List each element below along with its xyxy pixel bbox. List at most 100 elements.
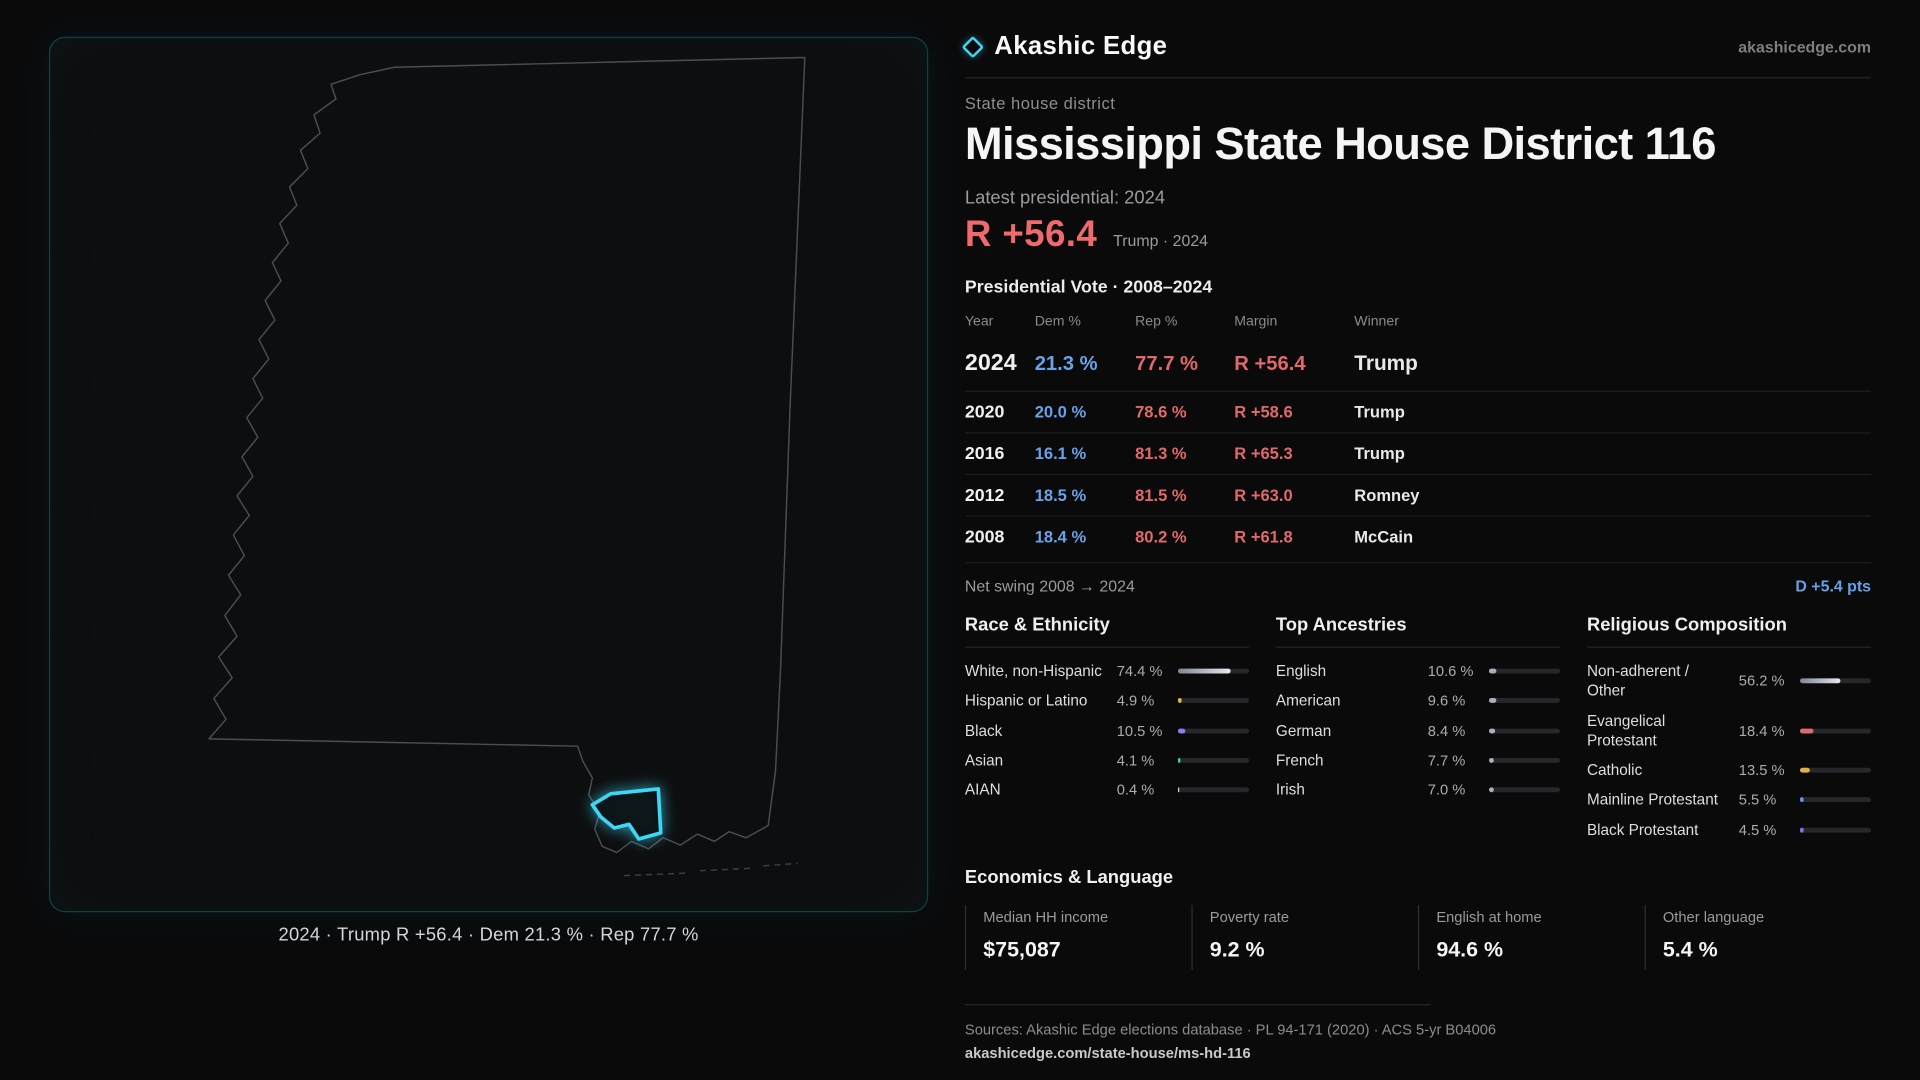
demo-label: Mainline Protestant	[1586, 791, 1718, 809]
demo-bar	[1488, 728, 1561, 734]
table-row: 2016 16.1 % 81.3 % R +65.3 Trump	[964, 432, 1872, 474]
cell-year: 2024	[964, 350, 1017, 376]
cell-margin: R +56.4	[1234, 352, 1306, 375]
demo-value: 10.5 %	[1116, 721, 1163, 740]
demo-row: AIAN 0.4 %	[965, 775, 1249, 805]
demo-label: White, non-Hispanic	[964, 662, 1102, 680]
cell-winner: Trump	[1354, 444, 1405, 463]
cell-year: 2016	[964, 443, 1005, 464]
stat-value: 9.2 %	[1209, 936, 1265, 961]
demo-row: American 9.6 %	[1276, 686, 1561, 716]
demo-value: 18.4 %	[1738, 722, 1785, 740]
vote-table-header: Year Dem % Rep % Margin Winner	[965, 307, 1871, 336]
demo-label: Evangelical Protestant	[1586, 712, 1666, 750]
table-row: 2020 20.0 % 78.6 % R +58.6 Trump	[964, 390, 1872, 433]
race-ethnicity-column: Race & Ethnicity White, non-Hispanic 74.…	[964, 615, 1249, 845]
table-row: 2024 21.3 % 77.7 % R +56.4 Trump	[965, 337, 1871, 391]
stat-label: English at home	[1436, 908, 1542, 926]
state-map	[208, 56, 806, 877]
map-panel	[48, 36, 929, 913]
demo-label: Black	[964, 721, 1003, 739]
cell-dem: 18.5 %	[1034, 486, 1087, 505]
cell-margin: R +61.8	[1234, 527, 1293, 547]
brand-name: Akashic Edge	[994, 31, 1168, 61]
demo-value: 4.1 %	[1116, 751, 1155, 769]
stat-english-home: English at home 94.6 %	[1417, 904, 1645, 970]
demo-value: 0.4 %	[1116, 781, 1155, 799]
demo-value: 9.6 %	[1427, 692, 1466, 710]
demo-label: Asian	[964, 751, 1004, 769]
demo-row: French 7.7 %	[1275, 745, 1561, 775]
religion-column: Religious Composition Non-adherent / Oth…	[1586, 615, 1872, 845]
brand-domain-link[interactable]: akashicedge.com	[1738, 37, 1872, 56]
page-title: Mississippi State House District 116	[964, 118, 1717, 169]
stat-label: Other language	[1662, 908, 1765, 926]
column-title: Top Ancestries	[1275, 615, 1561, 648]
col-header-margin: Margin	[1234, 314, 1278, 330]
demo-value: 10.6 %	[1427, 662, 1474, 680]
cell-margin: R +65.3	[1234, 444, 1293, 463]
permalink[interactable]: akashicedge.com/state-house/ms-hd-116	[964, 1044, 1251, 1062]
ancestries-column: Top Ancestries English 10.6 % American 9…	[1275, 615, 1561, 845]
stat-value: 5.4 %	[1662, 936, 1718, 961]
cell-dem: 21.3 %	[1034, 352, 1098, 375]
map-caption: 2024 · Trump R +56.4 · Dem 21.3 % · Rep …	[278, 924, 699, 946]
demo-value: 8.4 %	[1427, 721, 1466, 740]
net-swing-label: Net swing 2008 → 2024	[964, 576, 1135, 596]
demo-value: 13.5 %	[1738, 761, 1785, 779]
district-highlight	[590, 787, 663, 841]
mississippi-outline	[208, 56, 806, 854]
demo-label: Black Protestant	[1586, 821, 1699, 839]
demo-label: Irish	[1275, 781, 1305, 799]
stat-label: Median HH income	[983, 908, 1109, 926]
demo-row: Evangelical Protestant 18.4 %	[1586, 706, 1872, 756]
sources-text: Sources: Akashic Edge elections database…	[964, 1020, 1497, 1039]
demo-bar	[1177, 668, 1249, 674]
coastal-islands	[624, 862, 798, 877]
demo-label: AIAN	[964, 781, 1001, 799]
headline-margin-context: Trump · 2024	[1113, 231, 1209, 250]
stat-label: Poverty rate	[1209, 908, 1290, 926]
demo-label: German	[1275, 721, 1332, 739]
cell-margin: R +63.0	[1234, 486, 1293, 505]
demo-row: English 10.6 %	[1276, 656, 1561, 686]
demo-value: 4.5 %	[1738, 821, 1777, 839]
col-header-rep: Rep %	[1135, 314, 1178, 330]
demo-bar	[1177, 787, 1249, 793]
cell-year: 2012	[964, 485, 1005, 506]
eyebrow-label: State house district	[964, 94, 1116, 113]
demo-bar	[1177, 728, 1249, 734]
cell-rep: 77.7 %	[1135, 352, 1199, 375]
demo-label: French	[1275, 751, 1324, 769]
demo-bar	[1800, 797, 1872, 803]
demo-row: Asian 4.1 %	[965, 745, 1249, 775]
cell-dem: 16.1 %	[1034, 444, 1087, 463]
demo-bar	[1177, 757, 1249, 763]
cell-rep: 81.5 %	[1135, 486, 1187, 505]
cell-dem: 20.0 %	[1034, 402, 1087, 422]
demo-row: Irish 7.0 %	[1275, 775, 1561, 805]
demo-value: 7.0 %	[1427, 781, 1466, 799]
demo-row: Catholic 13.5 %	[1587, 756, 1872, 786]
vote-table-title: Presidential Vote · 2008–2024	[964, 277, 1213, 298]
col-header-winner: Winner	[1354, 314, 1399, 330]
demo-row: Non-adherent / Other 56.2 %	[1587, 656, 1872, 706]
demo-bar	[1800, 728, 1872, 734]
demo-row: White, non-Hispanic 74.4 %	[965, 656, 1249, 686]
demo-row: Black Protestant 4.5 %	[1586, 815, 1872, 845]
stat-other-language: Other language 5.4 %	[1644, 904, 1871, 970]
demo-value: 56.2 %	[1738, 672, 1785, 690]
demo-bar	[1488, 668, 1561, 674]
economics-stats: Median HH income $75,087 Poverty rate 9.…	[964, 904, 1871, 970]
demo-bar	[1177, 698, 1249, 704]
demo-value: 74.4 %	[1116, 662, 1163, 680]
demo-bar	[1488, 787, 1561, 793]
demo-bar	[1800, 827, 1872, 833]
stat-median-income: Median HH income $75,087	[964, 904, 1192, 970]
demo-bar	[1800, 678, 1872, 684]
latest-presidential-label: Latest presidential: 2024	[964, 187, 1166, 209]
demo-row: German 8.4 %	[1275, 716, 1561, 746]
col-header-dem: Dem %	[1034, 314, 1081, 330]
table-row: 2012 18.5 % 81.5 % R +63.0 Romney	[964, 473, 1872, 516]
